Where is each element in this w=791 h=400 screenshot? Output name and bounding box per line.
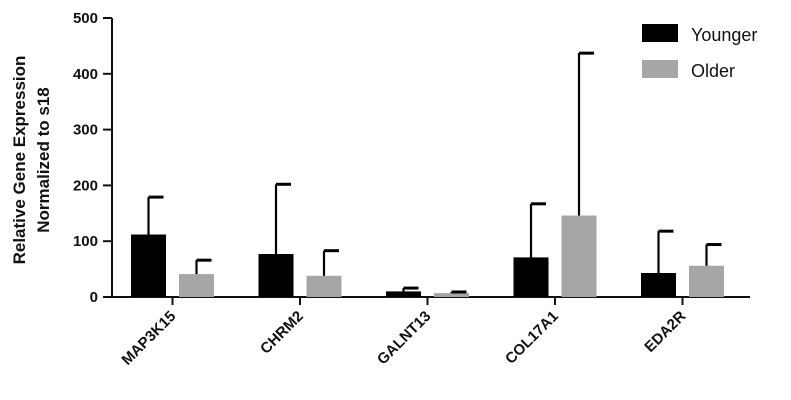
x-tick-label: MAP3K15	[118, 308, 179, 369]
x-tick-label: COL17A1	[502, 308, 562, 368]
y-tick-label: 200	[73, 177, 98, 194]
y-tick-label: 500	[73, 10, 98, 27]
y-tick-label: 100	[73, 233, 98, 250]
bars-group	[131, 215, 724, 297]
legend-label-older: Older	[691, 61, 735, 81]
legend-swatch-younger	[642, 24, 678, 42]
error-bars-group	[147, 51, 722, 294]
axes	[111, 18, 750, 298]
bar-younger-galnt13	[386, 291, 421, 297]
x-tick-label: GALNT13	[374, 308, 434, 368]
y-tick-group: 0 100 200 300 400 500	[73, 10, 112, 306]
bar-older-eda2r	[689, 265, 724, 297]
y-tick-label: 300	[73, 122, 98, 139]
bar-older-chrm2	[306, 275, 342, 297]
x-tick-group: MAP3K15 CHRM2 GALNT13 COL17A1 EDA2R	[118, 297, 689, 369]
y-tick-label: 400	[73, 66, 98, 83]
bar-younger-chrm2	[258, 254, 294, 297]
bar-older-map3k15	[179, 274, 214, 297]
y-tick-label: 0	[90, 289, 98, 306]
bar-older-col17a1	[561, 215, 597, 297]
bar-younger-col17a1	[513, 257, 549, 297]
bar-older-galnt13	[434, 293, 469, 297]
bar-younger-map3k15	[131, 234, 166, 297]
x-tick-label: CHRM2	[257, 308, 307, 358]
legend: Younger Older	[642, 24, 757, 81]
y-axis-title-line-2: Normalized to s18	[34, 87, 53, 233]
legend-label-younger: Younger	[691, 25, 757, 45]
x-tick-label: EDA2R	[641, 308, 689, 356]
y-axis-title-line-1: Relative Gene Expression	[10, 56, 29, 265]
bar-younger-eda2r	[641, 273, 676, 297]
legend-swatch-older	[642, 60, 678, 78]
